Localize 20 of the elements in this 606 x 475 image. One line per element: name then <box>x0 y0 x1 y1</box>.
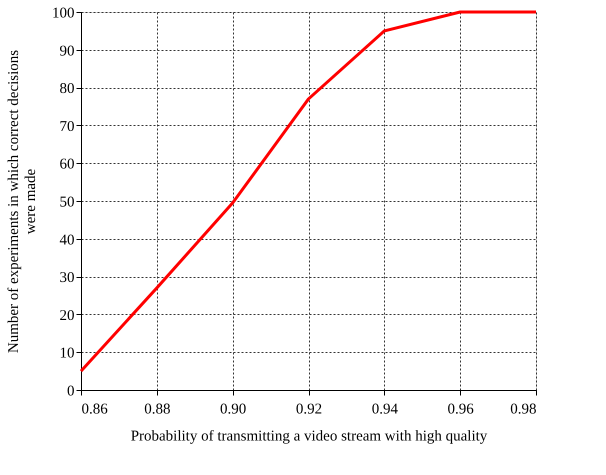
x-tick-label: 0.88 <box>144 402 170 418</box>
x-tick-label: 0.98 <box>510 402 536 418</box>
y-tick-label: 90 <box>60 43 74 60</box>
y-tick-label: 80 <box>60 81 74 98</box>
y-tick-label: 30 <box>60 270 74 286</box>
y-tick-label: 20 <box>60 308 74 324</box>
y-tick-label: 60 <box>60 156 74 173</box>
x-tick-label: 0.86 <box>82 402 108 418</box>
y-tick-label: 40 <box>60 232 74 248</box>
y-tick-label: 10 <box>60 346 74 362</box>
x-tick-label: 0.96 <box>448 402 474 418</box>
x-axis-title: Probability of transmitting a video stream with high quality <box>130 428 488 444</box>
y-axis-title: Number of experiments in which correct decisions were made <box>6 50 39 354</box>
y-tick-label: 70 <box>60 118 74 135</box>
x-tick-label: 0.90 <box>220 402 246 418</box>
y-tick-label: 50 <box>60 194 74 210</box>
y-tick-label: 0 <box>67 384 74 400</box>
x-tick-label: 0.94 <box>372 402 398 418</box>
y-tick-label: 100 <box>52 6 74 22</box>
x-tick-label: 0.92 <box>296 402 322 418</box>
